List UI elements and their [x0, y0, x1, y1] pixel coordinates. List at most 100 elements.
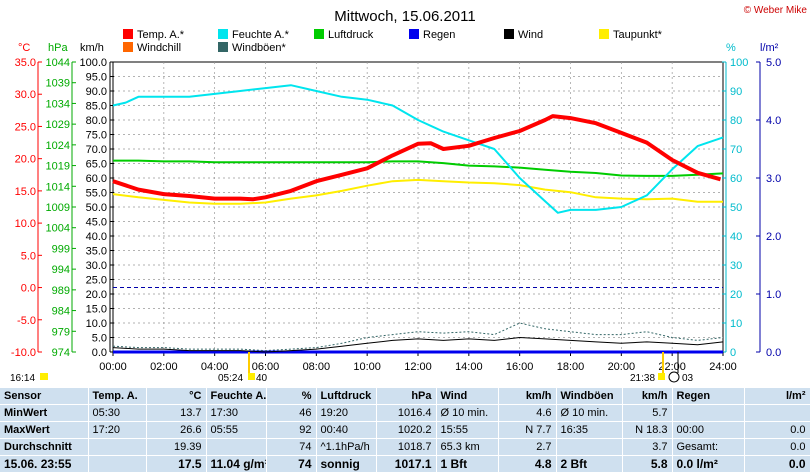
table-cell: Gesamt:: [672, 438, 745, 456]
table-cell: [744, 404, 810, 422]
sunset-extra-label: 03: [682, 373, 694, 384]
table-cell: 0.0 l/m²: [672, 455, 745, 473]
table-cell: 5.7: [622, 404, 673, 422]
table-cell: 1017.1: [376, 455, 437, 473]
series-line-feuchte-a: [112, 84, 724, 214]
table-cell: 00:40: [316, 421, 377, 439]
rain-unit-label: l/m²: [760, 42, 779, 54]
legend-swatch: [314, 29, 324, 39]
left-time-marker: [40, 373, 48, 380]
wind-tick-label: 0.0: [92, 347, 107, 359]
legend-label: Feuchte A.*: [232, 29, 290, 41]
sunset-label: 21:38: [630, 373, 655, 384]
hum-tick-label: 70: [730, 144, 742, 156]
wind-tick-label: 30.0: [86, 260, 107, 272]
wind-tick-label: 75.0: [86, 130, 107, 142]
legend: Temp. A.* Feuchte A.* Luftdruck Regen Wind Ta…: [123, 29, 663, 54]
sunset-marker: [658, 373, 665, 380]
table-cell: N 18.3: [622, 421, 673, 439]
table-cell: 74: [266, 455, 317, 473]
temp-tick-label: 35.0: [15, 57, 36, 69]
copyright-label: © Weber Mike: [744, 5, 808, 16]
hum-tick-label: 10: [730, 318, 742, 330]
x-tick-label: 18:00: [557, 361, 585, 373]
hum-tick-label: 40: [730, 231, 742, 243]
table-cell: 05:30: [88, 404, 147, 422]
table-cell: [88, 438, 147, 456]
press-tick-label: 1004: [46, 223, 70, 235]
press-tick-label: 1024: [46, 140, 70, 152]
table-cell: l/m²: [744, 388, 810, 405]
grid: [113, 62, 723, 352]
press-tick-label: 1009: [46, 202, 70, 214]
press-tick-label: 999: [52, 243, 70, 255]
temp-tick-label: 25.0: [15, 121, 36, 133]
table-cell: 15:55: [436, 421, 499, 439]
series-line-taupunkt: [112, 178, 723, 205]
wind-unit-label: km/h: [80, 42, 104, 54]
wind-tick-label: 95.0: [86, 72, 107, 84]
legend-label: Windböen*: [232, 42, 287, 54]
table-cell: Luftdruck: [316, 388, 377, 405]
table-cell: hPa: [376, 388, 437, 405]
legend-label: Regen: [423, 29, 455, 41]
sunrise-marker: [248, 373, 255, 380]
table-cell: 05:55: [206, 421, 267, 439]
legend-swatch: [504, 29, 514, 39]
moon-icon: [668, 371, 680, 383]
legend-label: Taupunkt*: [613, 29, 663, 41]
table-cell: 74: [266, 438, 317, 456]
table-cell: N 7.7: [498, 421, 557, 439]
chart-title: Mittwoch, 15.06.2011: [334, 8, 475, 25]
sunrise-extra-label: 40: [256, 373, 268, 384]
x-tick-label: 02:00: [150, 361, 178, 373]
wind-tick-label: 25.0: [86, 275, 107, 287]
wind-tick-label: 85.0: [86, 101, 107, 113]
hum-tick-label: 100: [730, 57, 748, 69]
press-tick-label: 994: [52, 264, 70, 276]
press-tick-label: 1039: [46, 78, 70, 90]
table-row: 15.06. 23:55 17.5 11.04 g/m³ 74 sonnig 1017.1…: [0, 455, 810, 473]
legend-swatch: [123, 29, 133, 39]
series-line-wind: [112, 337, 724, 353]
temp-tick-label: 0.0: [21, 283, 36, 295]
press-tick-label: 974: [52, 347, 70, 359]
series-line-temp-a: [112, 114, 722, 202]
table-cell: [672, 404, 745, 422]
series-line-windb-en: [112, 322, 724, 352]
table-row-label: 15.06. 23:55: [0, 455, 89, 473]
table-cell: Ø 10 min.: [556, 404, 623, 422]
table-cell: [88, 455, 147, 473]
table-cell: 0.0: [744, 421, 810, 439]
hum-tick-label: 60: [730, 173, 742, 185]
table-cell: Temp. A.: [88, 388, 147, 405]
x-tick-label: 24:00: [709, 361, 737, 373]
legend-label: Wind: [518, 29, 543, 41]
x-tick-label: 14:00: [455, 361, 483, 373]
x-tick-label: 10:00: [353, 361, 381, 373]
rain-tick-label: 4.0: [766, 115, 781, 127]
table-cell: 65.3 km: [436, 438, 499, 456]
table-row: Durchschnitt 19.39 74 ^1.1hPa/h 1018.7 65.3 k…: [0, 438, 810, 456]
press-tick-label: 1034: [46, 98, 70, 110]
table-cell: 92: [266, 421, 317, 439]
sun-markers: 16:14 05:24 40 21:38 03: [10, 352, 694, 384]
table-cell: [556, 438, 623, 456]
press-tick-label: 989: [52, 285, 70, 297]
table-cell: 46: [266, 404, 317, 422]
temp-tick-label: 30.0: [15, 89, 36, 101]
wind-tick-label: 15.0: [86, 304, 107, 316]
left-time-label: 16:14: [10, 373, 35, 384]
temp-tick-label: 20.0: [15, 154, 36, 166]
table-row-label: MinWert: [0, 404, 89, 422]
press-tick-label: 1029: [46, 119, 70, 131]
x-tick-label: 00:00: [99, 361, 127, 373]
table-cell: km/h: [622, 388, 673, 405]
table-cell: ^1.1hPa/h: [316, 438, 377, 456]
x-tick-label: 04:00: [201, 361, 229, 373]
table-cell: km/h: [498, 388, 557, 405]
table-cell: [206, 438, 267, 456]
table-cell: Regen: [672, 388, 745, 405]
table-row: MaxWert 17:20 26.6 05:55 92 00:40 1020.2 15:55 N…: [0, 421, 810, 439]
temp-tick-label: 10.0: [15, 218, 36, 230]
